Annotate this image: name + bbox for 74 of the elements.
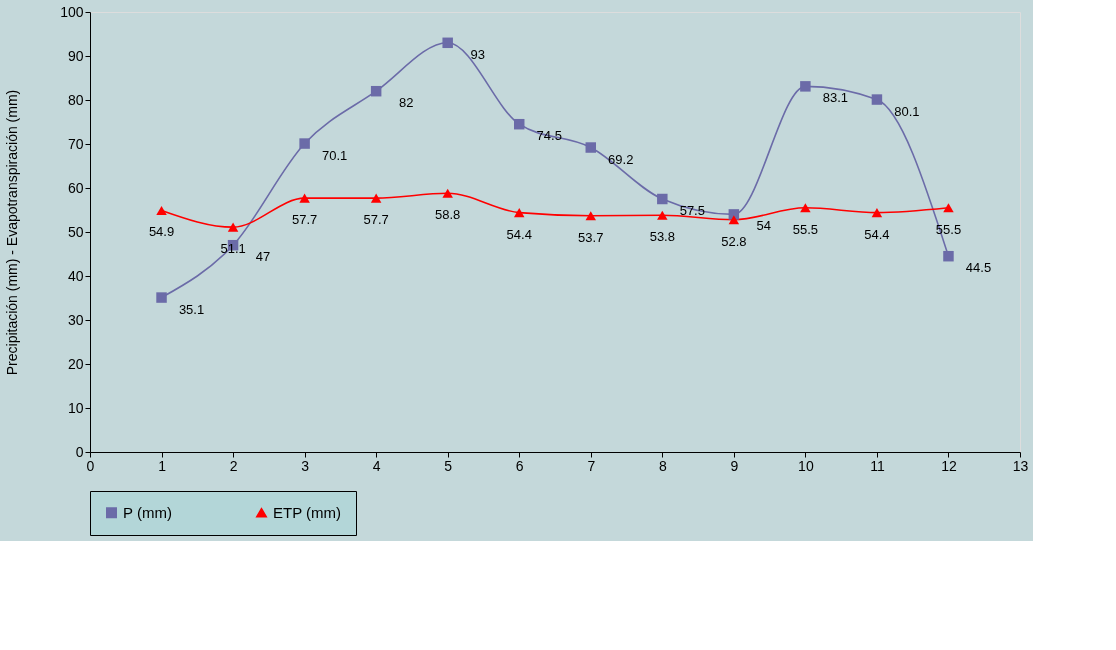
point	[370, 193, 382, 203]
x-tick-label: 3	[301, 457, 310, 474]
data-label: 54	[756, 218, 772, 234]
point	[657, 210, 668, 220]
data-label: 55.5	[792, 221, 819, 237]
data-label: 53.7	[578, 229, 604, 245]
data-label: 57.7	[363, 212, 389, 228]
point	[657, 193, 668, 205]
point	[513, 118, 525, 130]
point	[943, 250, 954, 262]
point	[800, 203, 811, 213]
x-tick-label: 8	[658, 457, 667, 474]
point	[299, 193, 310, 203]
data-label: 54.4	[864, 226, 890, 242]
point	[156, 292, 167, 303]
point	[156, 205, 167, 215]
point	[800, 81, 811, 92]
data-label: 82	[398, 95, 414, 111]
legend-label: P (mm)	[123, 503, 172, 521]
y-tick-label: 60	[67, 179, 84, 196]
point	[728, 215, 740, 225]
data-label: 74.5	[536, 128, 562, 144]
y-tick-label: 0	[75, 443, 84, 460]
y-axis-title: Precipitación (mm) - Evapotranspiración (mm)	[4, 89, 21, 376]
point	[442, 188, 453, 198]
data-label: 58.8	[435, 207, 461, 223]
data-label: 44.5	[965, 260, 992, 276]
data-label: 57.7	[291, 212, 318, 228]
data-label: 54.4	[506, 226, 532, 242]
y-tick-label: 100	[60, 3, 84, 20]
data-label: 80.1	[894, 103, 920, 119]
y-tick-label: 20	[67, 355, 84, 372]
point	[871, 208, 883, 218]
x-tick-label: 0	[86, 457, 95, 474]
point	[299, 138, 310, 149]
x-tick-label: 12	[941, 457, 957, 474]
point	[585, 142, 597, 153]
x-tick-label: 9	[730, 457, 739, 474]
x-tick-label: 4	[372, 457, 381, 474]
data-label: 93	[470, 46, 485, 62]
point	[227, 222, 239, 232]
point	[585, 211, 597, 221]
y-tick-label: 30	[67, 311, 84, 328]
data-label: 57.5	[679, 203, 705, 218]
data-label: 47	[255, 249, 271, 265]
y-tick-label: 10	[67, 399, 84, 416]
data-label: 52.8	[721, 233, 747, 249]
x-tick-label: 11	[870, 457, 885, 474]
data-label: 55.5	[935, 221, 962, 237]
point	[370, 85, 382, 97]
x-tick-label: 2	[229, 457, 238, 474]
y-tick-label: 50	[67, 223, 84, 240]
x-tick-label: 13	[1012, 457, 1029, 474]
point	[871, 94, 883, 105]
data-label: 53.8	[649, 229, 675, 245]
point	[513, 208, 525, 218]
data-label: 69.2	[608, 151, 634, 167]
data-label: 54.9	[148, 224, 175, 240]
x-tick-label: 1	[158, 457, 167, 474]
point	[943, 203, 954, 213]
y-tick-label: 90	[67, 47, 84, 64]
legend-label: ETP (mm)	[273, 503, 342, 521]
y-tick-label: 80	[67, 91, 84, 108]
data-label: 51.1	[220, 241, 246, 257]
data-label: 70.1	[321, 147, 348, 163]
y-tick-label: 70	[67, 135, 84, 152]
data-label: 35.1	[178, 301, 205, 317]
x-tick-label: 7	[587, 457, 596, 474]
x-tick-label: 6	[515, 457, 524, 474]
data-label: 83.1	[822, 90, 849, 106]
y-tick-label: 40	[67, 267, 84, 284]
point	[442, 37, 453, 49]
x-tick-label: 5	[444, 457, 453, 474]
x-tick-label: 10	[798, 457, 814, 474]
